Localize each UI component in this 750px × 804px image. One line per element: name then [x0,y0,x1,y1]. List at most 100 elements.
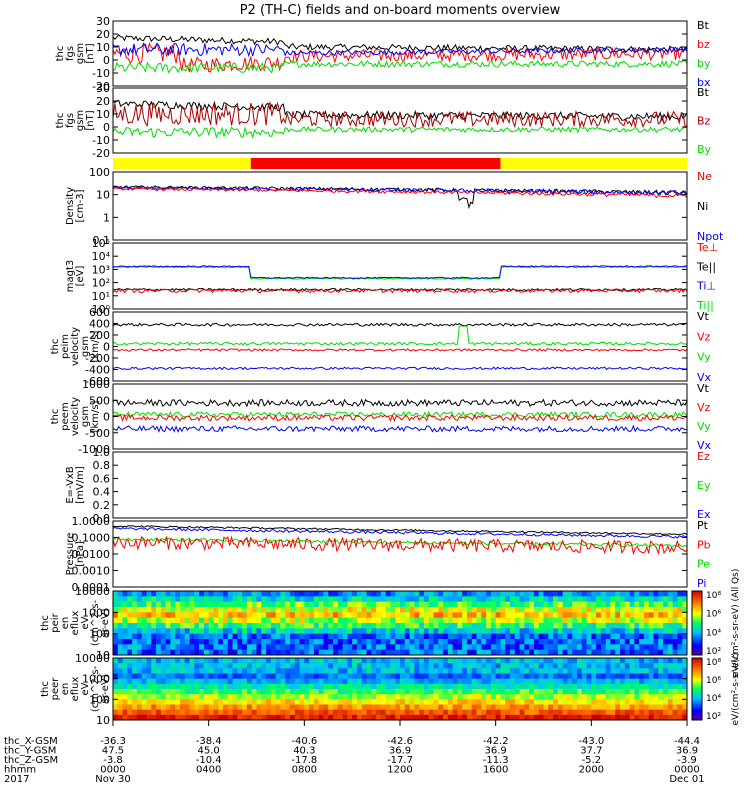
heat-cell [409,612,415,619]
series-Vx [112,366,688,371]
heat-cell [596,658,602,664]
heat-cell [658,596,664,603]
heat-cell [294,612,301,619]
heat-cell [433,649,439,656]
heat-cell [352,714,358,721]
heat-cell [313,709,320,716]
heat-cell [333,663,339,669]
heat-cell [581,658,588,664]
heat-cell [227,617,234,624]
heat-cell [380,596,387,603]
heat-cell [495,607,501,613]
heat-cell [423,612,430,619]
heat-cell [586,644,592,651]
heat-cell [634,704,640,711]
heat-cell [557,673,564,680]
heat-cell [672,699,678,705]
heat-cell [629,649,635,656]
heat-cell [380,709,387,716]
heat-cell [543,704,549,711]
heat-cell [672,617,678,624]
heat-cell [256,607,262,613]
y-tick-label: 0.0001 [72,581,111,594]
heat-cell [605,694,611,700]
heat-cell [634,668,640,674]
heat-cell [280,596,286,603]
heat-cell [122,607,128,613]
heat-cell [318,714,324,721]
heat-cell [663,591,669,597]
y-tick-label: 1000 [82,378,110,391]
heat-cell [304,591,310,597]
heat-cell [648,617,655,624]
heat-cell [280,673,286,680]
heat-cell [682,612,688,619]
heat-cell [658,699,664,705]
heat-cell [419,596,425,603]
heat-cell [500,633,506,640]
heat-cell [667,714,674,721]
heat-cell [481,623,487,629]
heat-cell [170,683,176,690]
heat-cell [371,663,377,669]
heat-cell [256,678,262,685]
heat-cell [371,678,377,685]
heat-cell [132,658,138,664]
heat-cell [275,612,281,619]
heat-cell [323,683,329,690]
heat-cell [447,714,454,721]
heat-cell [400,596,406,603]
heat-cell [156,623,162,629]
heat-cell [663,658,669,664]
heat-cell [132,704,138,711]
heat-cell [677,673,683,680]
heat-cell [141,623,147,629]
heat-cell [447,628,454,635]
heat-cell [624,617,631,624]
heat-cell [648,683,655,690]
heat-cell [184,612,191,619]
heat-cell [653,612,659,619]
heat-cell [524,633,530,640]
heat-cell [519,633,525,640]
heat-cell [452,644,458,651]
heat-cell [620,601,626,608]
heat-cell [242,628,248,635]
heat-cell [533,607,540,613]
heat-cell [481,714,487,721]
heat-cell [419,699,425,705]
axis-row-value: -43.0 [578,736,604,747]
heat-cell [576,714,583,721]
heat-cell [270,689,277,695]
heat-cell [366,714,372,721]
heat-cell [356,623,363,629]
heat-cell [667,689,674,695]
heat-cell [591,709,597,716]
heat-cell [385,633,391,640]
heat-cell [476,591,482,597]
heat-cell [156,612,162,619]
heat-cell [194,683,200,690]
heat-cell [428,591,434,597]
heat-cell [615,623,621,629]
heat-cell [366,612,372,619]
heat-cell [581,678,588,685]
heat-cell [438,699,444,705]
heat-cell [270,668,277,674]
heat-cell [557,596,564,603]
heat-cell [113,649,119,656]
heat-cell [562,639,568,645]
heat-cell [237,658,243,664]
heat-cell [261,683,267,690]
heat-cell [553,699,559,705]
heat-cell [122,612,128,619]
heat-cell [256,689,262,695]
heat-cell [643,633,650,640]
heat-cell [366,617,372,624]
heat-cell [242,694,248,700]
heat-cell [246,673,253,680]
heat-cell [246,694,253,700]
heat-cell [548,617,554,624]
heat-cell [600,683,607,690]
heat-cell [672,714,678,721]
